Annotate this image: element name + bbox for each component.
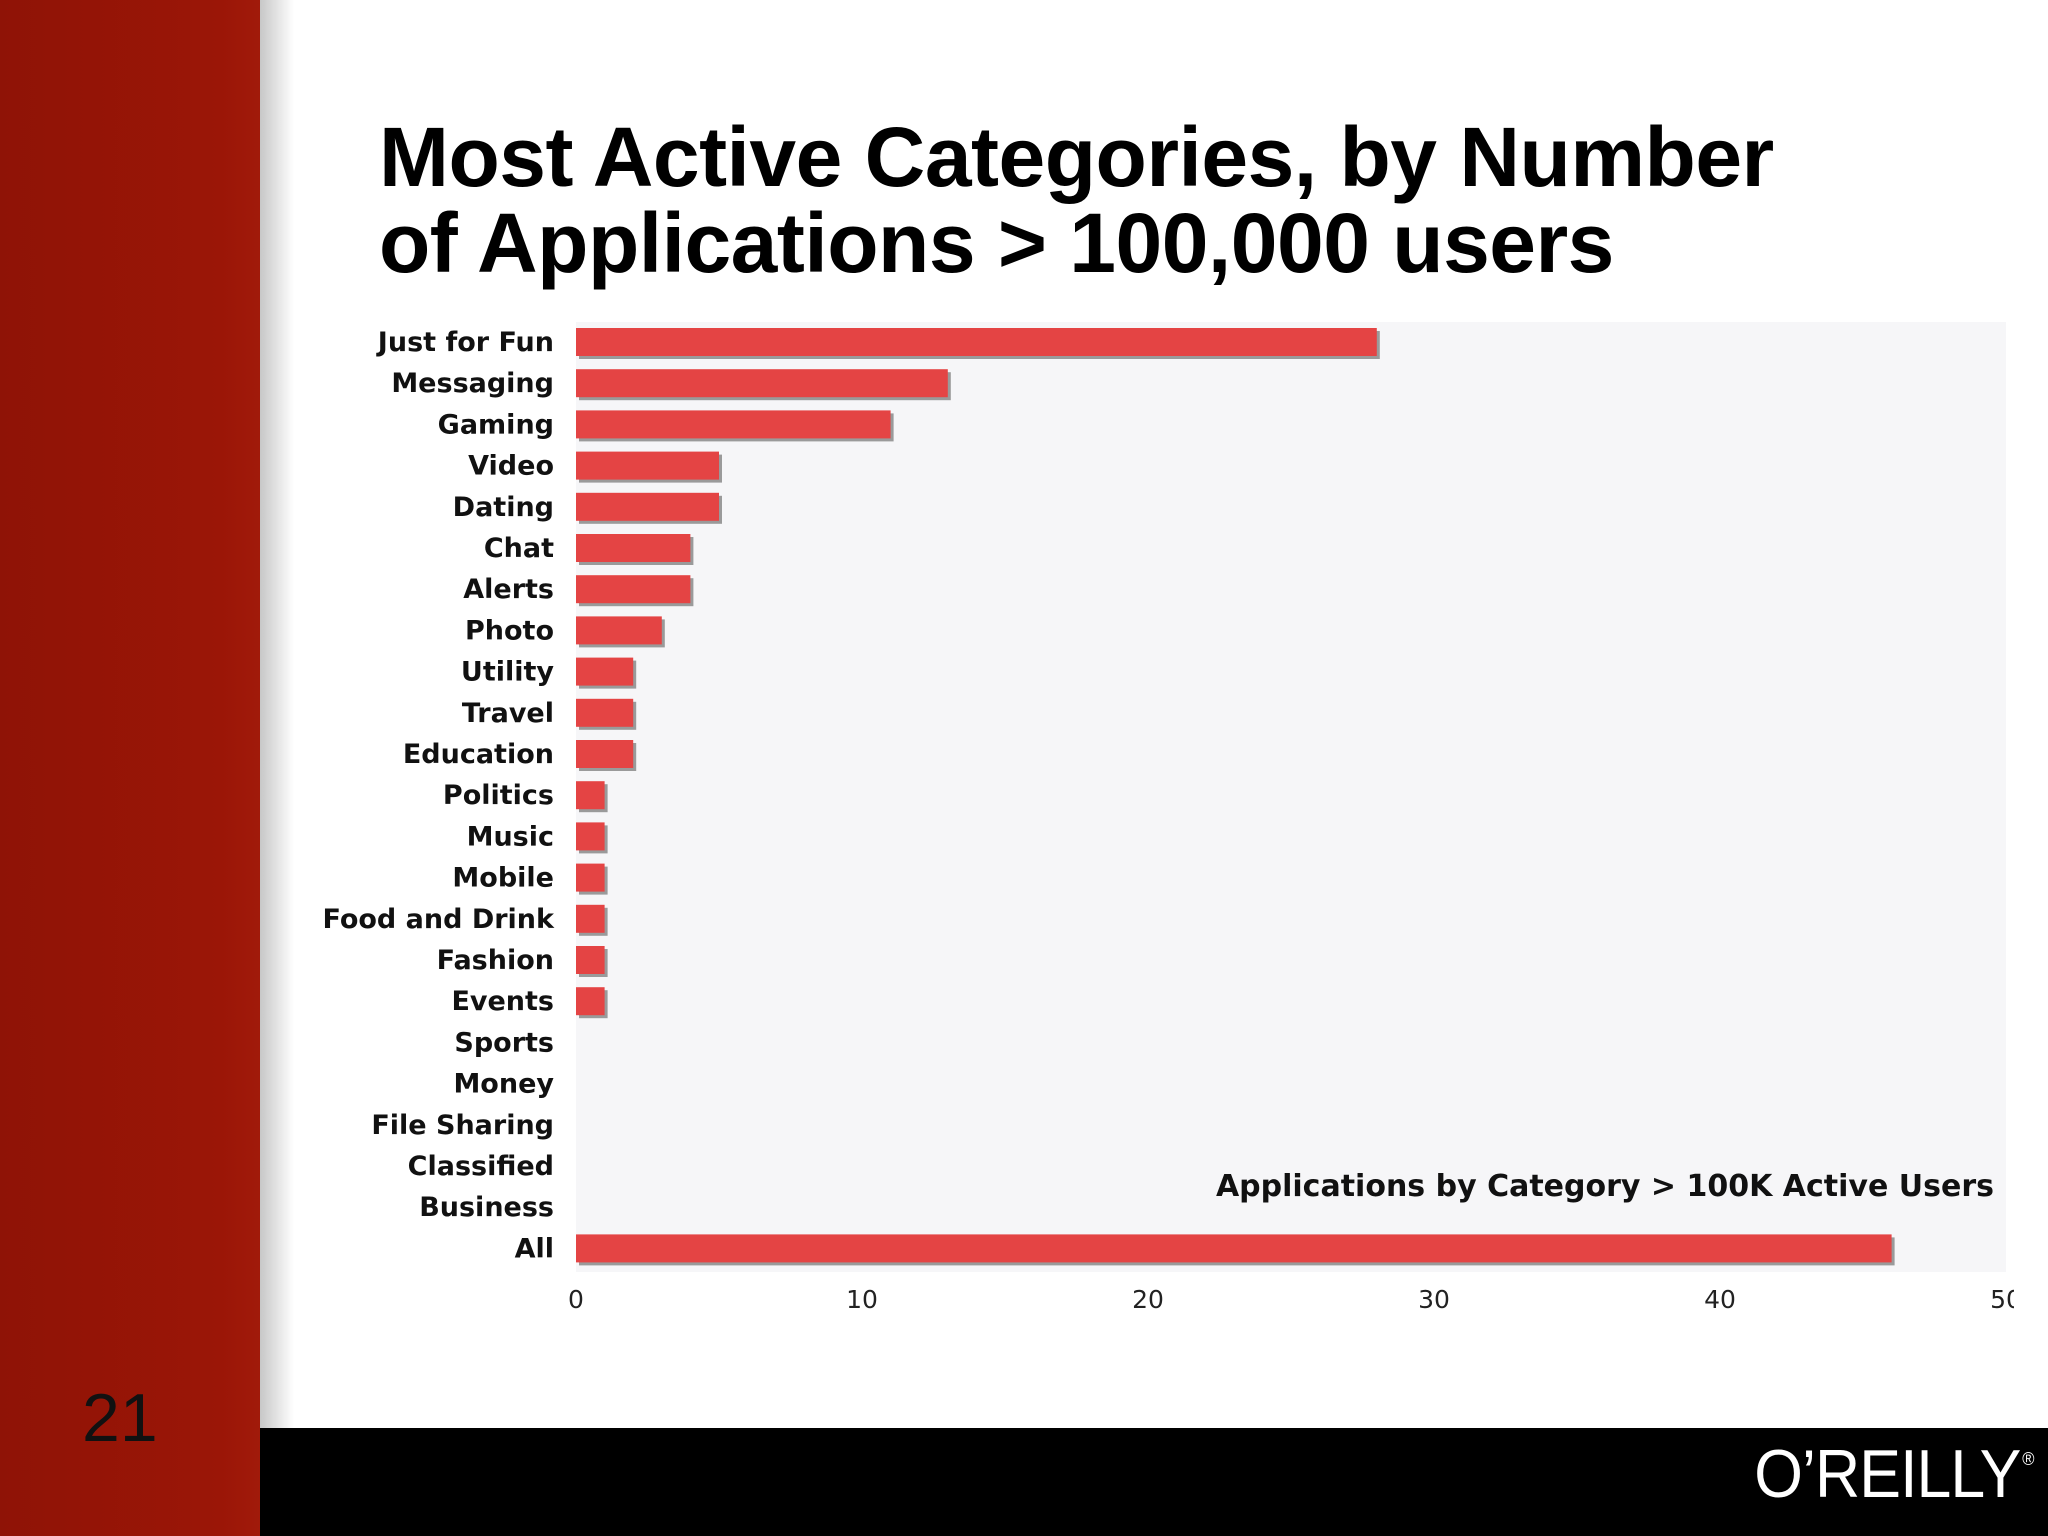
x-tick-label: 30 xyxy=(1418,1285,1450,1314)
bar xyxy=(576,534,691,562)
bar xyxy=(576,863,605,892)
registered-mark: ® xyxy=(2022,1449,2035,1469)
category-label: Politics xyxy=(443,780,554,811)
category-label: Education xyxy=(403,739,554,770)
category-label: Gaming xyxy=(438,409,554,440)
logo-text: O’REILLY xyxy=(1754,1436,2022,1512)
slide-title: Most Active Categories, by Number of App… xyxy=(379,114,1959,286)
chart-container: Just for Fun Messaging Gaming Video Dating Ch… xyxy=(296,316,2014,1328)
left-color-band xyxy=(0,0,260,1536)
category-label: Fashion xyxy=(437,945,554,976)
x-tick-label: 0 xyxy=(568,1285,584,1314)
x-tick-label: 50 xyxy=(1990,1285,2014,1314)
chart-inline-label: Applications by Category > 100K Active U… xyxy=(1216,1169,1994,1204)
bar xyxy=(576,657,634,686)
bar xyxy=(576,904,605,933)
slide-title-line-2: of Applications > 100,000 users xyxy=(379,196,1614,290)
category-label: Dating xyxy=(453,492,554,523)
category-label: Money xyxy=(453,1069,554,1100)
category-label: All xyxy=(515,1233,554,1264)
category-label: Sports xyxy=(454,1027,554,1058)
slide-title-line-1: Most Active Categories, by Number xyxy=(379,110,1774,204)
bar xyxy=(576,328,1377,356)
category-label: Utility xyxy=(461,657,555,688)
bar xyxy=(576,575,691,604)
left-band-shadow xyxy=(260,0,294,1428)
category-label: Mobile xyxy=(452,863,554,894)
plot-area xyxy=(576,322,2006,1272)
bar xyxy=(576,822,605,851)
category-label: Music xyxy=(467,821,554,852)
bar xyxy=(576,1234,1892,1263)
bar xyxy=(576,740,634,768)
category-label: Travel xyxy=(462,698,554,729)
category-label: Messaging xyxy=(391,368,554,399)
bar xyxy=(576,946,605,974)
bar xyxy=(576,451,719,480)
category-label: Chat xyxy=(484,533,554,564)
x-tick-label: 40 xyxy=(1704,1285,1736,1314)
category-label: Food and Drink xyxy=(322,904,555,935)
oreilly-logo: O’REILLY ® xyxy=(1755,1440,2035,1508)
bar xyxy=(576,616,662,645)
bar xyxy=(576,781,605,810)
category-label: Classified xyxy=(408,1151,554,1182)
category-label: Just for Fun xyxy=(376,327,554,358)
x-tick-label: 20 xyxy=(1132,1285,1164,1314)
category-label: Video xyxy=(468,451,554,482)
bar xyxy=(576,410,891,439)
bar xyxy=(576,698,634,727)
category-label: Events xyxy=(451,986,554,1017)
category-label: File Sharing xyxy=(371,1110,554,1141)
category-label: Business xyxy=(419,1192,554,1223)
category-label: Photo xyxy=(465,615,554,646)
bar xyxy=(576,987,605,1016)
footer-bar xyxy=(260,1428,2048,1536)
bar xyxy=(576,369,948,398)
category-label: Alerts xyxy=(463,574,554,605)
bar xyxy=(576,492,719,521)
x-tick-label: 10 xyxy=(846,1285,878,1314)
slide-number: 21 xyxy=(82,1380,158,1456)
bar-chart: Just for Fun Messaging Gaming Video Dating Ch… xyxy=(322,322,2014,1314)
